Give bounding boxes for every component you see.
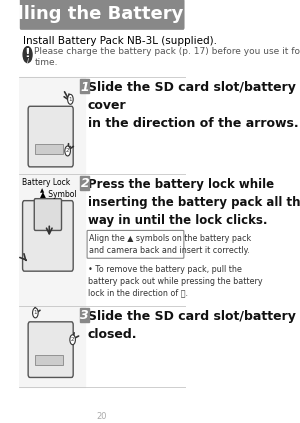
FancyBboxPatch shape — [22, 201, 73, 271]
Text: 1: 1 — [34, 310, 37, 316]
Circle shape — [33, 308, 38, 318]
Text: 2: 2 — [66, 148, 69, 154]
Text: i: i — [27, 58, 28, 63]
Bar — [80, 80, 89, 93]
Text: ▲ Symbol: ▲ Symbol — [40, 190, 76, 199]
Bar — [21, 0, 183, 28]
Text: Battery Lock: Battery Lock — [22, 178, 70, 187]
Bar — [35, 354, 63, 365]
FancyBboxPatch shape — [28, 322, 73, 377]
Circle shape — [65, 146, 70, 156]
Text: 3: 3 — [80, 309, 89, 322]
Text: 1: 1 — [80, 81, 89, 94]
FancyBboxPatch shape — [20, 0, 184, 30]
Text: Installing the Battery Pack: Installing the Battery Pack — [0, 5, 237, 23]
Text: Please charge the battery pack (p. 17) before you use it for the first
time.: Please charge the battery pack (p. 17) b… — [34, 47, 300, 68]
Text: Slide the SD card slot/battery cover
in the direction of the arrows.: Slide the SD card slot/battery cover in … — [88, 82, 298, 130]
Text: 2: 2 — [80, 177, 89, 190]
FancyBboxPatch shape — [28, 106, 73, 167]
Bar — [19, 77, 86, 174]
Text: 20: 20 — [97, 412, 107, 421]
Text: Install Battery Pack NB-3L (supplied).: Install Battery Pack NB-3L (supplied). — [23, 36, 217, 46]
FancyBboxPatch shape — [87, 231, 184, 258]
Text: 1: 1 — [69, 97, 72, 102]
Text: !: ! — [25, 47, 31, 60]
Bar — [80, 308, 89, 322]
Bar — [19, 306, 86, 387]
FancyBboxPatch shape — [34, 199, 62, 231]
Bar — [35, 144, 63, 154]
Text: Slide the SD card slot/battery cover
closed.: Slide the SD card slot/battery cover clo… — [88, 310, 300, 341]
Text: Align the ▲ symbols on the battery pack
and camera back and insert it correctly.: Align the ▲ symbols on the battery pack … — [89, 234, 252, 255]
Circle shape — [23, 47, 32, 63]
Circle shape — [70, 335, 75, 345]
Bar — [19, 174, 86, 306]
Text: ▲: ▲ — [40, 189, 44, 194]
Circle shape — [68, 94, 73, 104]
Bar — [80, 176, 89, 190]
Text: 2: 2 — [71, 337, 74, 342]
Text: • To remove the battery pack, pull the
battery pack out while pressing the batte: • To remove the battery pack, pull the b… — [88, 265, 262, 298]
Text: Press the battery lock while
inserting the battery pack all the
way in until the: Press the battery lock while inserting t… — [88, 178, 300, 227]
